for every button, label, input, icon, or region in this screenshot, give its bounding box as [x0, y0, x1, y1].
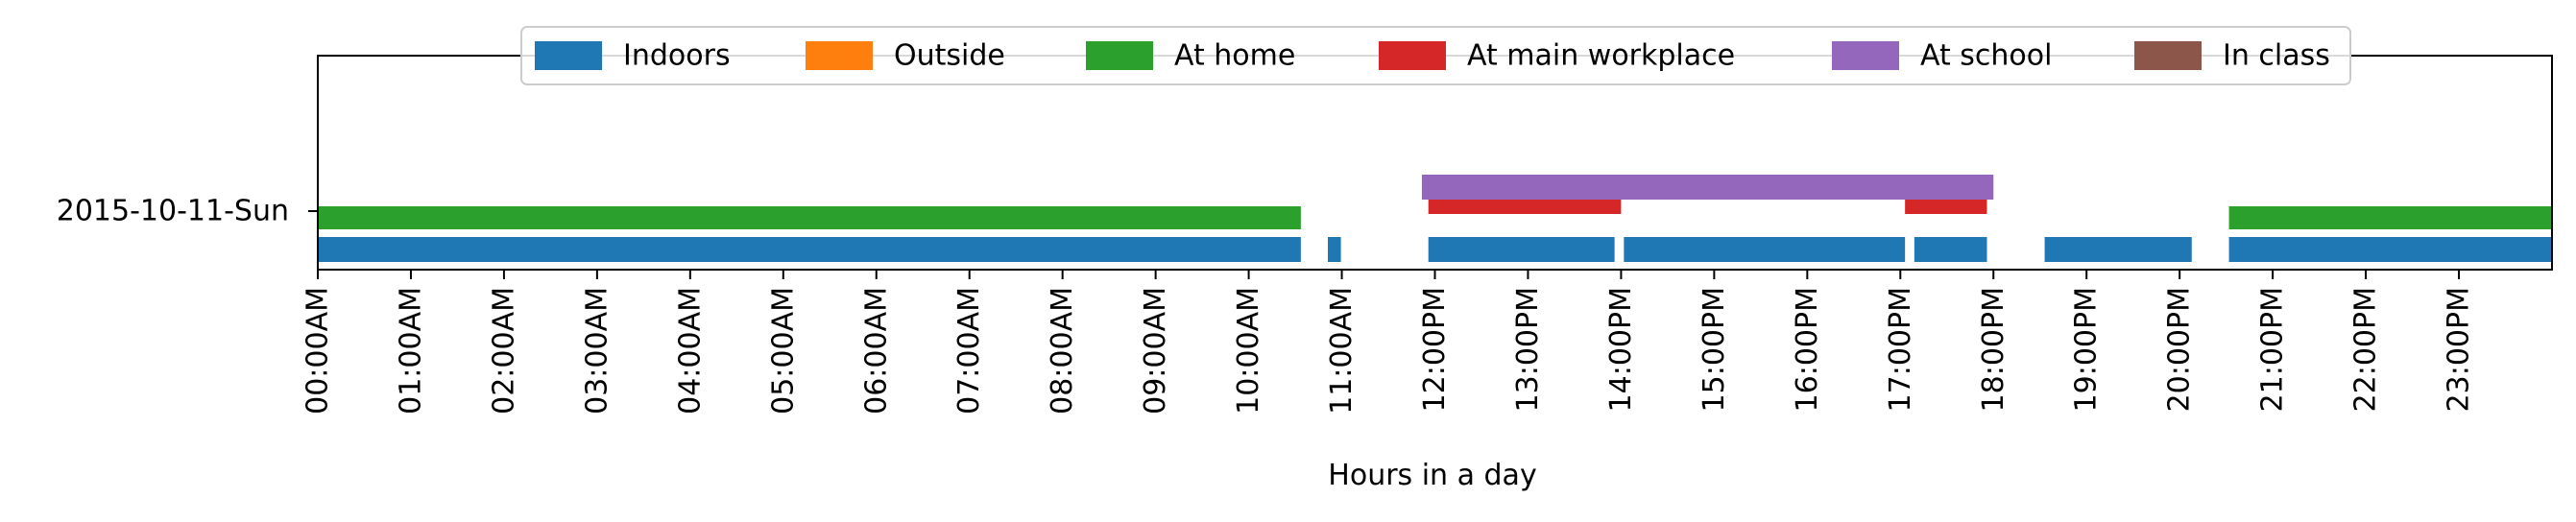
bar-at-main-workplace-0	[1428, 199, 1622, 214]
legend-swatch-at-home	[1086, 41, 1153, 70]
x-axis-group: 00:00AM 01:00AM 02:00AM 03:00AM 04:00AM 05:00…	[301, 270, 2476, 415]
x-tick-label: 09:00AM	[1139, 287, 1172, 415]
x-tick-label: 18:00PM	[1977, 287, 2010, 412]
x-tick-label: 01:00AM	[394, 287, 427, 415]
x-tick-label: 11:00AM	[1325, 287, 1359, 415]
legend-label-at-school: At school	[1920, 39, 2052, 73]
legend-label-outside: Outside	[894, 39, 1005, 73]
bar-indoors-2	[1428, 237, 1615, 262]
x-tick-label: 19:00PM	[2070, 287, 2104, 412]
x-tick-label: 00:00AM	[301, 287, 335, 415]
legend-swatch-at-main-workplace	[1379, 41, 1446, 70]
bar-at-school-0	[1421, 175, 1994, 200]
x-tick-label: 12:00PM	[1418, 287, 1452, 412]
bar-indoors-6	[2228, 237, 2552, 262]
bar-at-main-workplace-1	[1905, 199, 1987, 214]
x-tick-label: 06:00AM	[859, 287, 893, 415]
x-tick-label: 10:00AM	[1232, 287, 1265, 415]
bar-indoors-5	[2044, 237, 2192, 262]
bar-indoors-0	[318, 237, 1301, 262]
x-tick-label: 14:00PM	[1604, 287, 1638, 412]
x-tick-label: 07:00AM	[952, 287, 986, 415]
legend-label-in-class: In class	[2223, 39, 2330, 73]
x-tick-label: 17:00PM	[1884, 287, 1917, 412]
legend-group: Indoors Outside At home At main workplace At…	[520, 26, 2351, 85]
legend-label-indoors: Indoors	[623, 39, 731, 73]
bar-at-home-0	[318, 206, 1301, 229]
y-tick-label: 2015-10-11-Sun	[57, 195, 289, 228]
x-tick-label: 20:00PM	[2163, 287, 2197, 412]
x-tick-label: 02:00AM	[487, 287, 520, 415]
bar-indoors-3	[1624, 237, 1906, 262]
legend-swatch-indoors	[535, 41, 602, 70]
x-axis-title: Hours in a day	[1328, 459, 1536, 492]
bar-at-home-1	[2228, 206, 2552, 229]
x-tick-label: 03:00AM	[580, 287, 614, 415]
x-tick-label: 05:00AM	[766, 287, 800, 415]
x-tick-label: 13:00PM	[1511, 287, 1545, 412]
x-tick-label: 21:00PM	[2256, 287, 2290, 412]
legend-swatch-in-class	[2134, 41, 2202, 70]
bar-indoors-1	[1328, 237, 1341, 262]
bar-indoors-4	[1914, 237, 1987, 262]
legend-label-at-home: At home	[1174, 39, 1295, 73]
y-axis-group: 2015-10-11-Sun	[57, 195, 318, 228]
x-tick-label: 22:00PM	[2349, 287, 2383, 412]
x-tick-label: 04:00AM	[673, 287, 707, 415]
legend-swatch-outside	[806, 41, 873, 70]
legend-swatch-at-school	[1832, 41, 1899, 70]
x-tick-label: 15:00PM	[1697, 287, 1731, 412]
legend-label-at-main-workplace: At main workplace	[1467, 39, 1735, 73]
bars-group	[318, 175, 2552, 262]
x-tick-label: 08:00AM	[1046, 287, 1079, 415]
x-tick-label: 23:00PM	[2443, 287, 2476, 412]
x-tick-label: 16:00PM	[1791, 287, 1824, 412]
